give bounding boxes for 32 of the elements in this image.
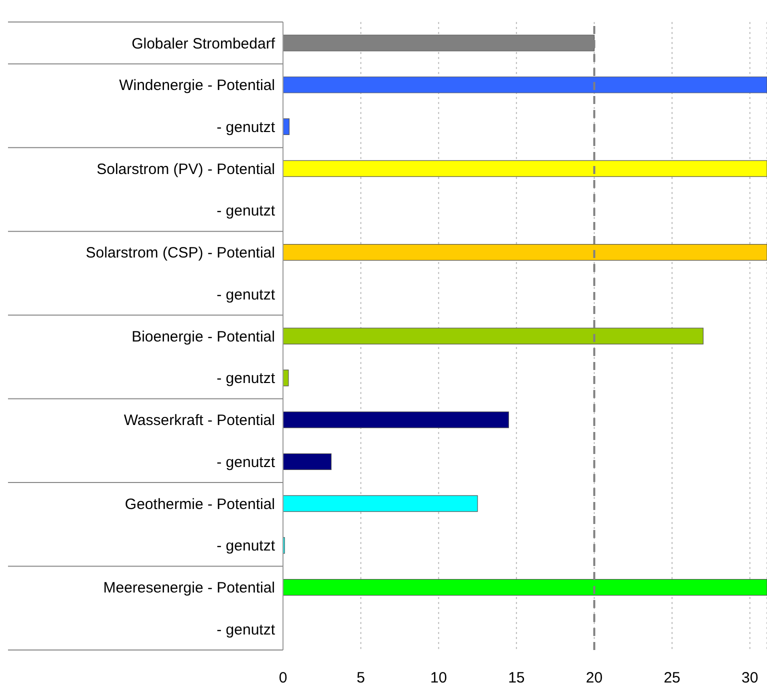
bar <box>283 244 767 261</box>
x-tick-label: 0 <box>278 670 288 687</box>
y-tick-label: Bioenergie - Potential <box>132 328 275 346</box>
bar <box>283 118 290 136</box>
x-tick-label: 25 <box>664 670 680 687</box>
bar <box>283 328 704 344</box>
y-tick-label: Windenergie - Potential <box>119 77 275 94</box>
y-tick-label: - genutzt <box>216 621 276 638</box>
y-tick-label: - genutzt <box>216 286 276 304</box>
y-tick-label: - genutzt <box>216 370 276 388</box>
y-tick-label: Solarstrom (PV) - Potential <box>96 160 275 178</box>
y-tick-label: Solarstrom (CSP) - Potential <box>86 244 275 262</box>
x-tick-label: 15 <box>508 670 525 687</box>
y-tick-label: Wasserkraft - Potential <box>124 412 275 430</box>
x-tick-label: 5 <box>356 670 365 687</box>
bar <box>283 160 767 177</box>
bar <box>283 578 767 596</box>
y-tick-label: - genutzt <box>216 118 276 136</box>
y-tick-label: - genutzt <box>216 538 276 555</box>
bar <box>283 370 289 386</box>
y-tick-label: Meeresenergie - Potential <box>103 580 275 597</box>
x-tick-label: 20 <box>586 670 603 687</box>
x-tick-label: 10 <box>430 670 447 687</box>
y-tick-label: Globaler Strombedarf <box>132 35 276 52</box>
bar <box>283 412 509 428</box>
y-tick-label: Geothermie - Potential <box>124 496 275 513</box>
bar <box>283 76 767 94</box>
y-tick-label: - genutzt <box>216 202 276 220</box>
bar <box>283 453 332 470</box>
bar <box>283 495 478 512</box>
y-tick-label: - genutzt <box>216 454 276 471</box>
x-tick-label: 30 <box>742 670 758 687</box>
